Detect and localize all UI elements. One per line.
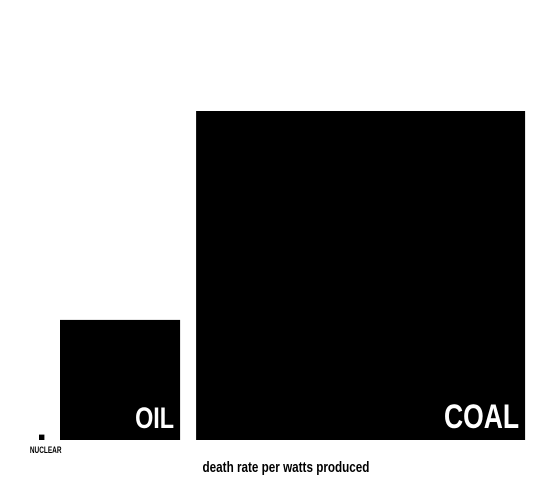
square-nuclear: [39, 434, 45, 440]
label-oil: OIL: [135, 401, 174, 434]
label-nuclear: NUCLEAR: [30, 445, 62, 455]
square-oil: [60, 319, 181, 440]
squares-group: NUCLEAR OIL COAL: [30, 111, 526, 455]
label-coal: COAL: [444, 398, 519, 436]
chart-caption: death rate per watts produced: [203, 459, 370, 476]
square-coal: [196, 111, 526, 440]
